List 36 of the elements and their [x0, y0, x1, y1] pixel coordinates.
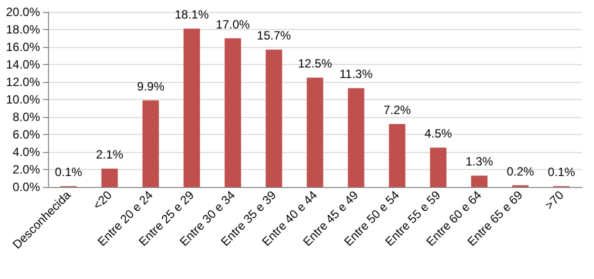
data-label: 4.5%: [424, 126, 452, 141]
bar: [388, 124, 406, 187]
y-tick-label: 16.0%: [6, 40, 40, 54]
y-tick-label: 18.0%: [6, 22, 40, 36]
data-label: 12.5%: [298, 56, 332, 71]
data-label: 2.1%: [96, 148, 124, 162]
bar: [430, 148, 446, 187]
data-label: 0.1%: [548, 165, 576, 180]
data-label: 11.3%: [340, 67, 373, 82]
bar: [184, 28, 200, 187]
x-tick-label: <20: [90, 188, 115, 212]
y-tick-label: 2.0%: [12, 162, 40, 176]
data-label: 15.7%: [256, 28, 292, 43]
y-tick-label: 6.0%: [12, 128, 40, 142]
bar: [101, 168, 118, 187]
bar: [348, 88, 364, 187]
bar: [142, 100, 159, 187]
y-tick-label: 12.0%: [6, 75, 40, 89]
bar: [224, 38, 242, 187]
bar: [266, 50, 282, 187]
x-tick-label: >70: [542, 188, 567, 212]
data-label: 7.2%: [383, 103, 412, 117]
bar: [306, 78, 324, 187]
y-tick-label: 20.0%: [6, 5, 40, 19]
data-label: 1.3%: [466, 154, 494, 169]
data-label: 0.1%: [54, 165, 83, 180]
bar: [471, 176, 488, 187]
y-tick-label: 14.0%: [6, 58, 40, 72]
data-label: 18.1%: [174, 8, 210, 22]
y-tick-label: 8.0%: [12, 110, 40, 124]
data-label: 17.0%: [216, 17, 250, 32]
data-label: 0.2%: [506, 164, 534, 178]
y-tick-label: 4.0%: [12, 145, 40, 159]
y-tick-label: 0.0%: [12, 180, 40, 194]
data-label: 9.9%: [137, 79, 165, 94]
y-tick-label: 10.0%: [6, 92, 40, 106]
